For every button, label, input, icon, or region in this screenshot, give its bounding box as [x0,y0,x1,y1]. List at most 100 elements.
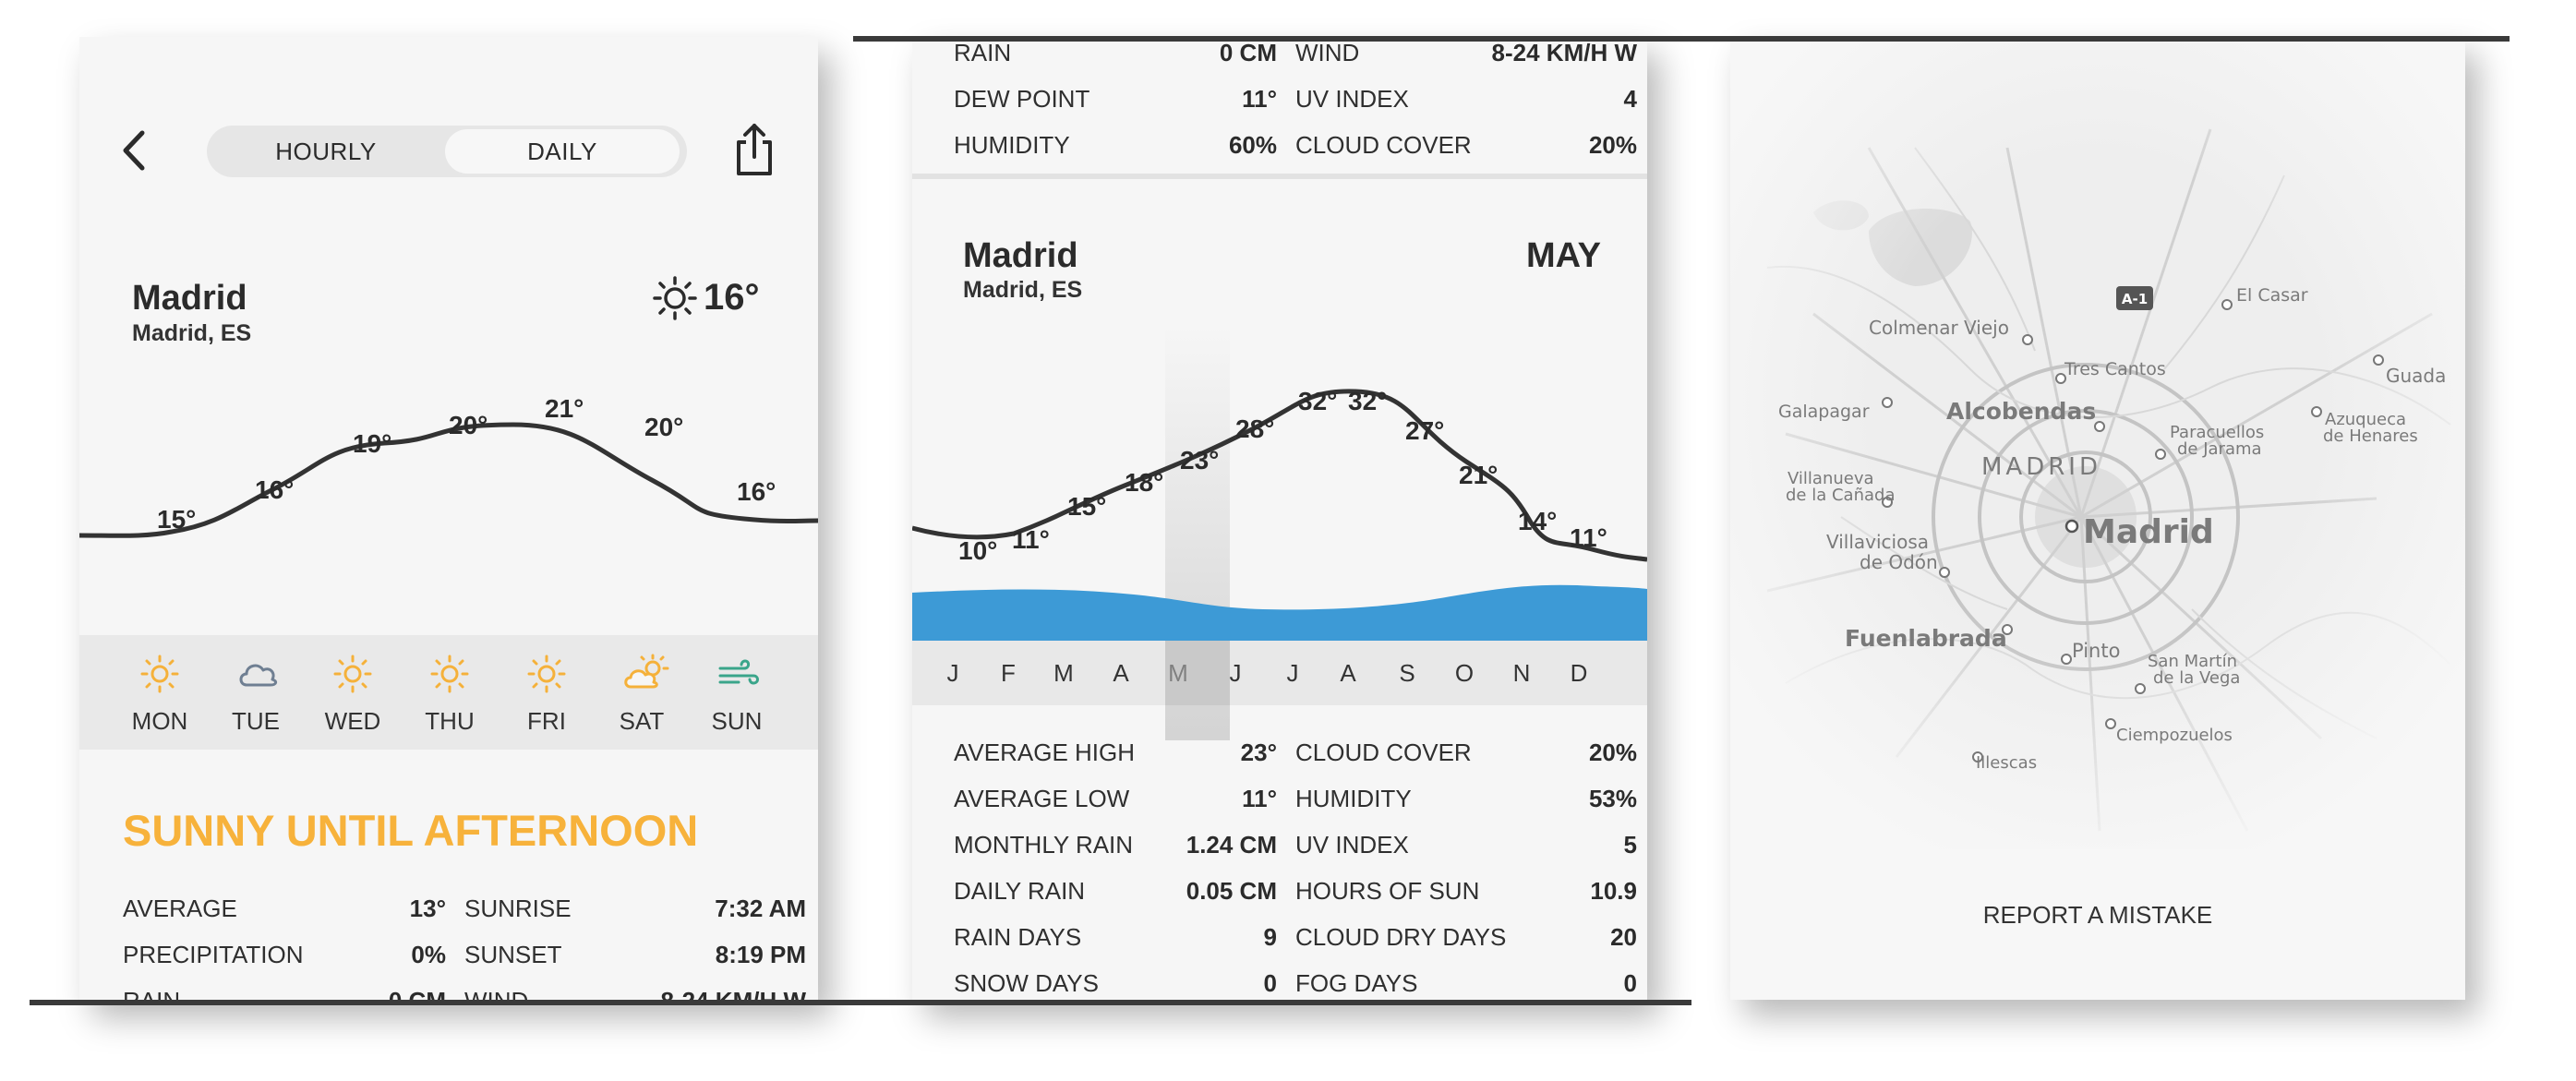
day-label[interactable]: SAT [619,707,665,735]
daily-strip: MON TUE WED THU FRI SAT SUN [79,635,818,750]
map-label-galapagar: Galapagar [1778,402,1870,422]
stat-value: 0.05 CM [1186,877,1277,905]
map-label-pinto: Pinto [2072,640,2120,662]
day-label[interactable]: WED [324,707,381,735]
stat-label: CLOUD COVER [1295,739,1472,766]
monthly-temp-label: 11° [1570,523,1607,552]
map-label-el-casar: El Casar [2236,285,2308,306]
hourly-forecast-panel: HOURLY DAILY Madrid Madrid, ES 16° 15° 16… [79,37,818,1002]
top-rule [853,36,2510,42]
day-label[interactable]: FRI [527,707,566,735]
hourly-temp-label: 15° [157,505,196,534]
stat-label: DAILY RAIN [954,877,1086,905]
stat-value: 53% [1588,785,1637,812]
map-panel: A-1 Colmenar Viejo El Casar Tres Cantos … [1730,37,2465,1000]
back-chevron-icon[interactable] [116,127,153,174]
sun-icon [429,654,470,699]
sun-icon [653,276,697,320]
day-label[interactable]: MON [131,707,188,735]
month-label[interactable]: D [1570,659,1588,687]
hourly-daily-toggle: HOURLY DAILY [207,126,687,177]
stat-value: 11° [1242,785,1277,812]
monthly-temp-label: 10° [958,536,997,565]
stat-value: 5 [1623,831,1637,859]
stat-label: UV INDEX [1295,85,1409,113]
stat-label: FOG DAYS [1295,969,1418,997]
stat-label: RAIN [954,39,1012,66]
map-label-tres-cantos: Tres Cantos [2064,359,2166,379]
month-label[interactable]: A [1113,659,1129,687]
stat-label: WIND [464,987,529,1002]
hourly-temp-label: 20° [449,411,488,439]
stat-value: 13° [409,895,446,922]
stat-value: 0 CM [388,987,446,1002]
map-label-de-henares: de Henares [2323,426,2418,446]
map-label-madrid: Madrid [2083,513,2214,551]
stat-value: 20% [1588,739,1637,766]
month-label[interactable]: J [1286,659,1299,687]
stat-value: 7:32 AM [715,895,806,922]
wind-icon [716,654,761,699]
month-label[interactable]: O [1454,659,1475,687]
map-label-madrid-region: MADRID [1981,453,2101,481]
month-label[interactable]: A [1340,659,1356,687]
stat-label: SUNSET [464,941,562,968]
map-label-colmenar: Colmenar Viejo [1869,317,2009,339]
month-label[interactable]: M [1053,659,1074,687]
map-label-alcobendas: Alcobendas [1946,398,2096,425]
stat-value: 4 [1623,85,1637,113]
rain-band [912,584,1647,641]
share-icon[interactable] [731,122,777,177]
city-name-monthly: Madrid [963,236,1078,275]
map-label-illescas: Illescas [1976,753,2037,773]
map-label-de-jarama: de Jarama [2177,439,2262,459]
stat-label: WIND [1295,39,1360,66]
stat-value: 0% [411,941,446,968]
stat-value: 11° [1242,85,1277,113]
tab-daily[interactable]: DAILY [445,129,680,174]
map-label-villaviciosa: Villaviciosa [1826,531,1929,553]
stat-value: 0 [1623,969,1637,997]
map-label-de-odon: de Odón [1860,551,1938,573]
monthly-climate-panel: RAIN 0 CM WIND 8-24 KM/H W DEW POINT 11° UV IN… [912,37,1647,1002]
highway-shield-label: A-1 [2122,291,2148,307]
stat-label: SNOW DAYS [954,969,1099,997]
map-label-guada: Guada [2386,365,2446,387]
day-label[interactable]: THU [425,707,475,735]
hourly-temp-label: 19° [353,429,391,458]
monthly-temp-label: 32° [1348,387,1387,415]
monthly-temp-label: 27° [1405,416,1444,445]
stat-value: 20 [1610,923,1637,951]
tab-hourly[interactable]: HOURLY [275,137,377,165]
stat-value: 0 CM [1219,39,1277,66]
stat-label: AVERAGE [123,895,237,922]
map-label-fuenlabrada: Fuenlabrada [1845,625,2007,652]
month-label[interactable]: S [1399,659,1415,687]
stat-label: PRECIPITATION [123,941,304,968]
map-view[interactable]: A-1 Colmenar Viejo El Casar Tres Cantos … [1730,37,2465,849]
region-name-monthly: Madrid, ES [963,277,1083,303]
stat-label: UV INDEX [1295,831,1409,859]
monthly-temperature-curve: 10° 11° 15° 18° 23° 28° 32° 32° 27° 21° 14° 11° [912,387,1647,565]
month-label[interactable]: J [1229,659,1242,687]
month-label[interactable]: N [1512,659,1531,687]
stat-label: CLOUD DRY DAYS [1295,923,1507,951]
day-label[interactable]: SUN [711,707,763,735]
map-label-villanueva: Villanueva [1788,469,1874,488]
report-mistake-link[interactable]: REPORT A MISTAKE [1982,901,2213,929]
stat-label: DEW POINT [954,85,1090,113]
stat-value: 8:19 PM [715,941,806,968]
stat-value: 60% [1228,131,1277,159]
map-label-paracuellos: Paracuellos [2170,423,2264,442]
hourly-temp-label: 16° [737,477,776,506]
day-label[interactable]: TUE [232,707,280,735]
stat-value: 8-24 KM/H W [660,987,806,1002]
hourly-temp-label: 21° [545,394,584,423]
selected-month-column [1165,641,1230,705]
hourly-temperature-curve: 15° 16° 19° 20° 21° 20° 16° [79,394,818,538]
stat-value: 8-24 KM/H W [1491,39,1637,66]
stat-label: AVERAGE HIGH [954,739,1136,766]
stat-value: 1.24 CM [1186,831,1277,859]
month-label[interactable]: J [946,659,959,687]
month-label[interactable]: F [1001,659,1016,687]
